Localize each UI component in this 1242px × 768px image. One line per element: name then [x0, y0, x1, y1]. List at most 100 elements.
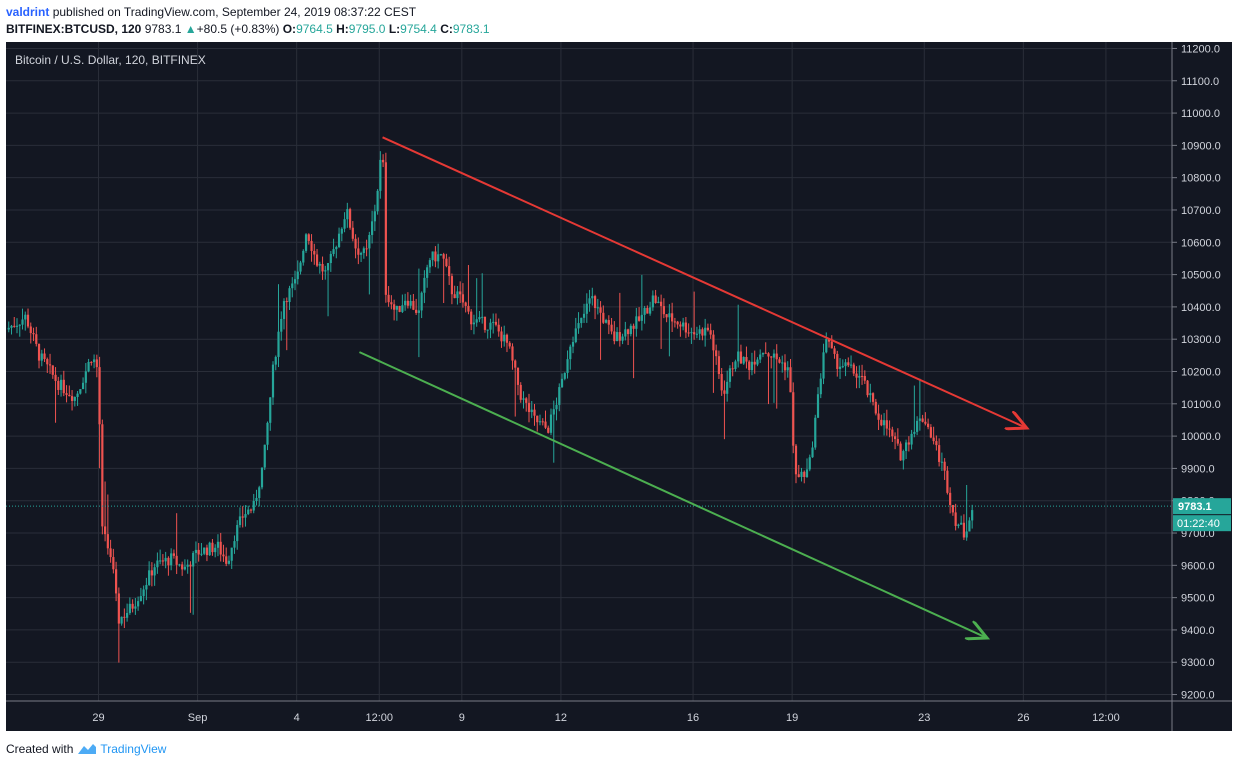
candle-body	[907, 442, 910, 445]
candle-body	[335, 247, 338, 250]
candle-body	[159, 560, 162, 562]
candle-body	[387, 294, 390, 303]
price-tick-label: 9300.0	[1181, 657, 1215, 669]
candle-body	[599, 307, 602, 313]
time-tick-label: 26	[1017, 712, 1029, 724]
candle-body	[139, 596, 142, 602]
candle-body	[794, 445, 798, 475]
candle-body	[148, 570, 151, 585]
candle-body	[893, 436, 897, 440]
candle-body	[604, 320, 608, 323]
last-price-value: 9783.1	[1178, 501, 1212, 513]
candle-body	[285, 301, 288, 303]
candle-body	[161, 560, 164, 562]
candle-body	[610, 324, 613, 332]
upper-trendline[interactable]	[382, 136, 1027, 428]
candle-body	[478, 317, 481, 320]
price-tick-label: 11200.0	[1181, 43, 1220, 55]
candle-body	[84, 371, 87, 383]
candle-body	[761, 352, 765, 355]
candle-body	[260, 467, 264, 488]
candle-body	[871, 393, 875, 402]
candle-body	[117, 593, 120, 624]
candle-body	[142, 589, 145, 597]
lower-trendline[interactable]	[359, 351, 987, 638]
published-text: published on TradingView.com, September …	[52, 5, 417, 19]
time-axis[interactable]	[6, 701, 1232, 731]
tradingview-brand[interactable]: TradingView	[77, 742, 166, 756]
author-link[interactable]: valdrint	[6, 5, 50, 19]
candle-body	[470, 311, 473, 325]
price-tick-label: 10500.0	[1181, 270, 1221, 282]
candle-body	[822, 352, 825, 379]
candle-body	[379, 159, 382, 191]
candle-body	[731, 368, 734, 370]
candle-body	[503, 334, 506, 342]
candle-body	[288, 288, 291, 303]
candle-body	[307, 234, 310, 241]
candle-body	[577, 323, 580, 329]
candle-body	[968, 520, 971, 532]
candle-body	[442, 254, 445, 259]
candle-body	[704, 327, 707, 336]
candle-body	[101, 424, 104, 527]
price-tick-label: 11100.0	[1181, 76, 1219, 88]
time-tick-label: 16	[687, 712, 699, 724]
candle-body	[827, 339, 831, 342]
candle-body	[365, 248, 368, 250]
candle-body	[351, 227, 354, 239]
candle-body	[15, 325, 19, 327]
candle-body	[916, 420, 919, 432]
candle-body	[882, 420, 886, 426]
time-tick-label: 19	[786, 712, 798, 724]
candle-body	[293, 279, 297, 284]
price-axis[interactable]	[1172, 42, 1232, 701]
candle-body	[646, 307, 649, 314]
candle-body	[393, 304, 396, 310]
candle-body	[814, 417, 817, 448]
symbol-label: BITFINEX:BTCUSD, 120	[6, 22, 142, 36]
candle-body	[332, 249, 335, 254]
candle-body	[965, 531, 968, 538]
candle-body	[170, 553, 173, 566]
candle-body	[164, 557, 167, 562]
candle-body	[302, 250, 305, 263]
tradingview-logo-icon	[78, 744, 97, 754]
candle-body	[227, 560, 231, 564]
candle-body	[602, 312, 605, 323]
candle-body	[497, 324, 500, 332]
candle-body	[192, 552, 195, 567]
candle-body	[134, 606, 137, 609]
candle-body	[580, 317, 583, 324]
candle-body	[640, 314, 643, 321]
candle-body	[109, 548, 112, 558]
candle-body	[370, 221, 374, 235]
candle-body	[376, 190, 379, 212]
candle-body	[255, 497, 258, 501]
candle-body	[800, 471, 803, 477]
candle-body	[230, 547, 233, 561]
chart-frame[interactable]: 9200.09300.09400.09500.09600.09700.09800…	[6, 42, 1232, 731]
candle-body	[819, 378, 822, 395]
candle-body	[90, 361, 93, 363]
candle-body	[57, 380, 60, 390]
high-label: H:	[336, 22, 349, 36]
candle-body	[296, 271, 299, 280]
candle-body	[238, 516, 242, 526]
candle-body	[357, 248, 360, 255]
candle-body	[95, 359, 98, 368]
candle-body	[836, 353, 839, 369]
candle-body	[720, 373, 723, 391]
candle-body	[346, 209, 349, 220]
price-tick-label: 10000.0	[1181, 431, 1221, 443]
candle-body	[943, 461, 946, 471]
candle-body	[21, 319, 24, 325]
price-tick-label: 9600.0	[1181, 560, 1215, 572]
price-chart[interactable]: 9200.09300.09400.09500.09600.09700.09800…	[6, 42, 1232, 731]
candle-body	[172, 553, 176, 556]
candle-body	[536, 415, 539, 423]
candle-body	[216, 541, 220, 548]
candle-body	[778, 359, 781, 363]
candle-body	[662, 306, 665, 315]
candle-body	[921, 418, 924, 422]
